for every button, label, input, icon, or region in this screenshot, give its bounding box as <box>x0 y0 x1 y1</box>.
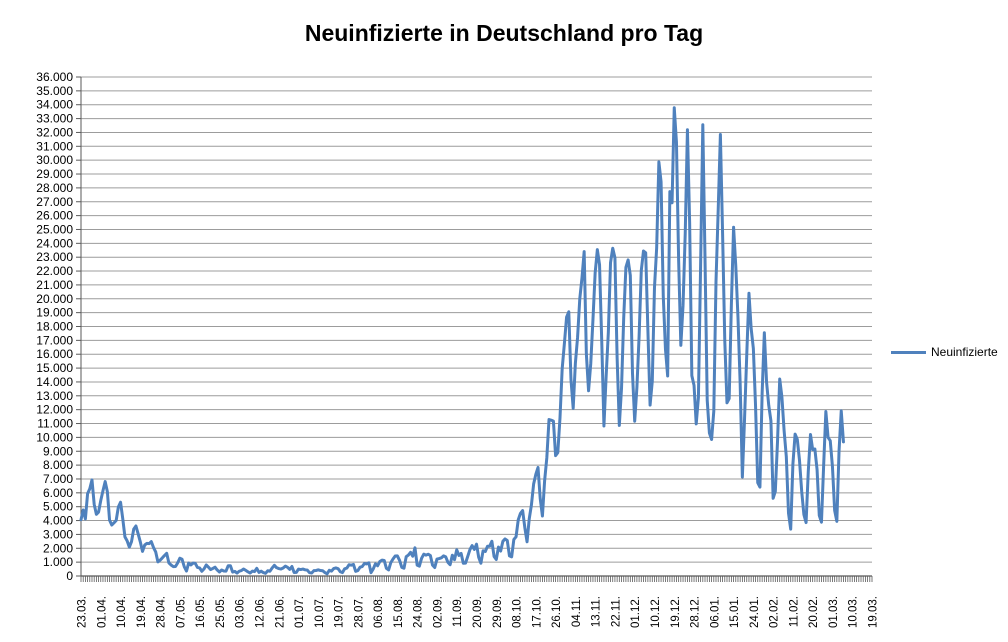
svg-text:15.000: 15.000 <box>36 361 73 375</box>
svg-text:22.11.: 22.11. <box>610 596 622 627</box>
svg-text:18.000: 18.000 <box>36 320 73 334</box>
svg-text:08.10.: 08.10. <box>512 596 524 628</box>
legend: Neuinfizierte <box>891 345 998 359</box>
svg-text:25.000: 25.000 <box>36 222 73 236</box>
svg-text:9.000: 9.000 <box>43 444 73 458</box>
svg-text:21.000: 21.000 <box>36 278 73 292</box>
svg-text:34.000: 34.000 <box>36 98 73 112</box>
svg-text:19.03.: 19.03. <box>868 596 880 628</box>
svg-text:06.08.: 06.08. <box>373 596 385 628</box>
svg-text:10.000: 10.000 <box>36 430 73 444</box>
svg-text:19.07.: 19.07. <box>334 596 346 628</box>
svg-text:5.000: 5.000 <box>43 500 73 514</box>
svg-text:26.10.: 26.10. <box>551 596 563 628</box>
svg-text:25.05.: 25.05. <box>215 596 227 628</box>
svg-text:01.04.: 01.04. <box>96 596 108 628</box>
svg-text:20.02.: 20.02. <box>808 596 820 628</box>
svg-text:07.05.: 07.05. <box>175 596 187 628</box>
legend-series-label: Neuinfizierte <box>931 345 998 359</box>
svg-text:30.000: 30.000 <box>36 153 73 167</box>
svg-text:1.000: 1.000 <box>43 555 73 569</box>
svg-text:2.000: 2.000 <box>43 541 73 555</box>
svg-text:19.000: 19.000 <box>36 306 73 320</box>
svg-text:01.03.: 01.03. <box>828 596 840 628</box>
svg-text:24.000: 24.000 <box>36 236 73 250</box>
svg-text:03.06.: 03.06. <box>235 596 247 628</box>
svg-text:27.000: 27.000 <box>36 195 73 209</box>
svg-text:02.02.: 02.02. <box>769 596 781 628</box>
y-axis-labels: 01.0002.0003.0004.0005.0006.0007.0008.00… <box>36 70 73 583</box>
svg-text:29.000: 29.000 <box>36 167 73 181</box>
svg-text:29.09.: 29.09. <box>492 596 504 628</box>
svg-text:23.000: 23.000 <box>36 250 73 264</box>
svg-text:3.000: 3.000 <box>43 527 73 541</box>
svg-text:15.01.: 15.01. <box>729 596 741 628</box>
svg-text:13.11.: 13.11. <box>591 596 603 627</box>
svg-text:16.05.: 16.05. <box>195 596 207 628</box>
y-tick-marks <box>76 76 81 577</box>
svg-text:19.12.: 19.12. <box>670 596 682 628</box>
svg-text:20.000: 20.000 <box>36 292 73 306</box>
svg-text:16.000: 16.000 <box>36 347 73 361</box>
svg-text:01.12.: 01.12. <box>630 596 642 628</box>
svg-text:28.000: 28.000 <box>36 181 73 195</box>
svg-text:06.01.: 06.01. <box>709 596 721 628</box>
y-gridlines <box>81 76 872 563</box>
svg-text:10.07.: 10.07. <box>314 596 326 628</box>
svg-text:8.000: 8.000 <box>43 458 73 472</box>
svg-text:14.000: 14.000 <box>36 375 73 389</box>
svg-text:35.000: 35.000 <box>36 84 73 98</box>
svg-text:02.09.: 02.09. <box>432 596 444 628</box>
svg-text:20.09.: 20.09. <box>472 596 484 628</box>
svg-text:0: 0 <box>66 569 73 583</box>
svg-text:17.10.: 17.10. <box>531 596 543 628</box>
series-line-neuinfizierte <box>79 106 845 576</box>
svg-text:17.000: 17.000 <box>36 333 73 347</box>
svg-text:11.09.: 11.09. <box>452 596 464 627</box>
svg-text:13.000: 13.000 <box>36 389 73 403</box>
svg-text:19.04.: 19.04. <box>136 596 148 628</box>
svg-text:26.000: 26.000 <box>36 209 73 223</box>
svg-text:22.000: 22.000 <box>36 264 73 278</box>
svg-text:28.04.: 28.04. <box>156 596 168 628</box>
svg-text:28.12.: 28.12. <box>690 596 702 628</box>
x-daily-tick-marks <box>80 576 873 582</box>
x-axis-labels: 23.03. 01.04. 10.04. 19.04. 28.04. 07.05. 16.0… <box>77 596 880 628</box>
svg-text:24.01.: 24.01. <box>749 596 761 628</box>
svg-text:10.12.: 10.12. <box>650 596 662 628</box>
svg-text:21.06.: 21.06. <box>274 596 286 628</box>
svg-text:10.04.: 10.04. <box>116 596 128 628</box>
svg-text:32.000: 32.000 <box>36 125 73 139</box>
legend-line-swatch <box>891 350 926 354</box>
svg-text:10.03.: 10.03. <box>848 596 860 628</box>
svg-text:01.07.: 01.07. <box>294 596 306 628</box>
svg-text:15.08.: 15.08. <box>393 596 405 628</box>
svg-text:23.03.: 23.03. <box>77 596 89 628</box>
svg-text:7.000: 7.000 <box>43 472 73 486</box>
svg-text:28.07.: 28.07. <box>353 596 365 628</box>
svg-text:33.000: 33.000 <box>36 112 73 126</box>
svg-text:12.06.: 12.06. <box>254 596 266 628</box>
svg-text:36.000: 36.000 <box>36 70 73 84</box>
chart-title: Neuinfizierte in Deutschland pro Tag <box>304 20 704 46</box>
svg-text:11.02.: 11.02. <box>788 596 800 627</box>
svg-text:24.08.: 24.08. <box>413 596 425 628</box>
svg-text:04.11.: 04.11. <box>571 596 583 627</box>
svg-text:11.000: 11.000 <box>37 417 73 431</box>
svg-text:31.000: 31.000 <box>36 139 73 153</box>
svg-text:6.000: 6.000 <box>43 486 73 500</box>
svg-text:12.000: 12.000 <box>36 403 73 417</box>
svg-text:4.000: 4.000 <box>43 514 73 528</box>
